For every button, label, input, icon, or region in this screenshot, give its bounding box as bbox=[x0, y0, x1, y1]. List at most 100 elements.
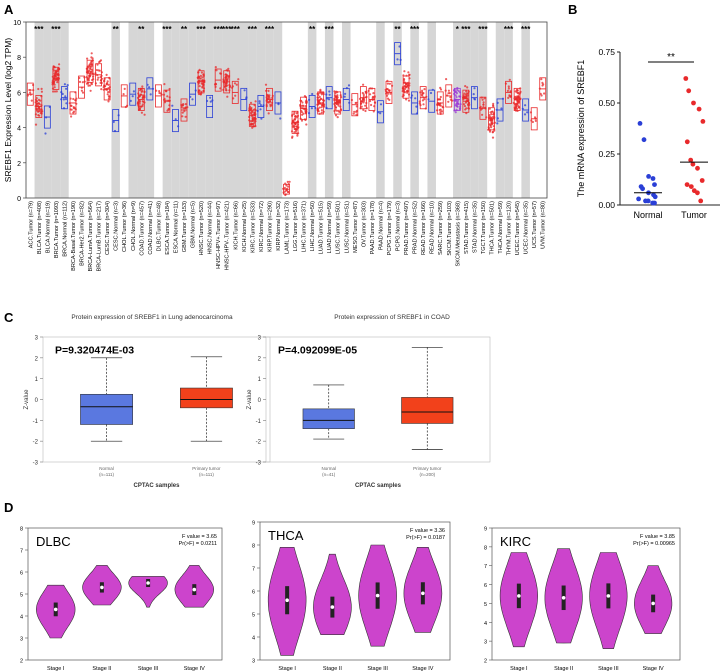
panel-a-point bbox=[344, 92, 347, 95]
panel-a-point bbox=[295, 125, 298, 128]
panel-a-point bbox=[320, 109, 323, 112]
panel-b-point bbox=[637, 121, 643, 126]
panel-c-pvalue: P=9.320474E-03 bbox=[55, 345, 134, 357]
panel-a-category-label: GBM.Tumor (n=153) bbox=[182, 201, 188, 252]
panel-a-point bbox=[439, 108, 442, 111]
panel-d-violin bbox=[313, 553, 352, 635]
panel-a-point bbox=[514, 103, 517, 106]
panel-d-category-label: Stage IV bbox=[643, 666, 664, 672]
panel-d-pvalue: Pr(>F) = 0.00965 bbox=[633, 541, 675, 547]
panel-a-category-label: LUAD.Tumor (n=515) bbox=[319, 201, 325, 255]
panel-a-point bbox=[38, 114, 41, 117]
panel-a-point bbox=[369, 99, 372, 103]
panel-a-point bbox=[89, 89, 92, 92]
panel-d-ytick-label: 7 bbox=[252, 567, 255, 573]
panel-a-point bbox=[408, 73, 411, 77]
panel-a-point bbox=[396, 58, 399, 61]
panel-c-ytick-label: 0 bbox=[258, 398, 262, 404]
panel-a-point bbox=[53, 83, 56, 86]
panel-a-point bbox=[465, 93, 468, 96]
panel-a-point bbox=[54, 69, 58, 72]
panel-c-ytick-label: -3 bbox=[256, 461, 262, 467]
panel-a-point bbox=[30, 99, 33, 102]
panel-a-point bbox=[343, 95, 346, 98]
panel-b-point bbox=[652, 194, 658, 200]
panel-a-point bbox=[158, 91, 161, 95]
panel-c-ylabel: Z-value bbox=[24, 389, 30, 410]
panel-d-fvalue: F value = 3.85 bbox=[640, 534, 675, 540]
panel-a-point bbox=[225, 74, 228, 77]
panel-a-point bbox=[56, 79, 59, 82]
panel-a-category-label: BRCA-Basal.Tumor (n=190) bbox=[71, 201, 77, 271]
panel-a-point bbox=[250, 109, 253, 113]
panel-a-point bbox=[294, 128, 297, 131]
panel-a-point bbox=[168, 87, 171, 91]
panel-a-shade-band bbox=[230, 22, 240, 198]
panel-a-category-label: THYM.Tumor (n=120) bbox=[507, 201, 513, 255]
panel-a-shade-band bbox=[43, 22, 52, 198]
panel-c-pvalue: P=4.092099E-05 bbox=[278, 345, 357, 357]
panel-a-point bbox=[266, 101, 270, 104]
panel-a-point bbox=[96, 78, 99, 81]
panel-a-point bbox=[201, 76, 204, 79]
panel-a-shade-band bbox=[393, 22, 402, 198]
panel-a-point bbox=[89, 73, 92, 76]
panel-a-point bbox=[509, 90, 512, 93]
panel-a-category-label: CESC.Tumor (n=304) bbox=[105, 201, 111, 255]
panel-a-point bbox=[233, 82, 237, 85]
panel-a-shade-band bbox=[504, 22, 513, 198]
panel-a-category-label: HNSC-HPV-.Tumor (n=421) bbox=[225, 201, 231, 270]
panel-a-point bbox=[105, 83, 108, 86]
panel-a-point bbox=[321, 91, 324, 94]
panel-a-point bbox=[508, 94, 511, 97]
panel-a-category-label: STAD.Tumor (n=415) bbox=[464, 201, 470, 254]
panel-a-point bbox=[364, 109, 367, 113]
panel-a-significance: *** bbox=[34, 25, 44, 34]
panel-a-point bbox=[199, 74, 202, 77]
panel-a-category-label: KIRP.Normal (n=32) bbox=[276, 201, 282, 251]
panel-b-point bbox=[696, 106, 702, 112]
panel-d-median-dot bbox=[421, 591, 425, 596]
panel-a-point bbox=[65, 87, 68, 90]
panel-a-point bbox=[482, 106, 485, 109]
panel-c-ytick-label: -2 bbox=[33, 440, 39, 446]
panel-b-point bbox=[690, 161, 696, 167]
panel-b-point bbox=[698, 198, 704, 204]
panel-a-point bbox=[540, 78, 543, 81]
panel-a-point bbox=[293, 131, 296, 134]
panel-c-xlabel: CPTAC samples bbox=[355, 483, 402, 489]
panel-a-point bbox=[55, 90, 58, 93]
panel-a-point bbox=[488, 114, 491, 117]
panel-a-point bbox=[362, 108, 365, 111]
panel-a-significance: *** bbox=[51, 25, 61, 34]
panel-a-point bbox=[319, 89, 322, 92]
panel-a-point bbox=[311, 92, 314, 96]
panel-a-point bbox=[90, 60, 93, 64]
panel-a-point bbox=[507, 96, 510, 99]
panel-a-significance: *** bbox=[222, 25, 232, 34]
panel-d-ytick-label: 9 bbox=[484, 527, 487, 533]
panel-letter-c: C bbox=[4, 310, 14, 325]
panel-b-point bbox=[684, 139, 690, 145]
panel-a-point bbox=[198, 85, 201, 88]
panel-a-point bbox=[463, 95, 466, 98]
panel-a-point bbox=[489, 124, 492, 127]
panel-a-point bbox=[447, 89, 450, 92]
panel-a-point bbox=[58, 63, 61, 66]
panel-a-point bbox=[62, 98, 65, 101]
panel-b-point bbox=[699, 178, 705, 183]
panel-a-point bbox=[336, 116, 339, 119]
panel-a-category-label: COAD.Tumor (n=457) bbox=[139, 201, 145, 256]
panel-a-category-label: ACC.Tumor (n=79) bbox=[28, 201, 34, 248]
panel-a-point bbox=[371, 96, 374, 99]
panel-a-category-label: OV.Tumor (n=303) bbox=[361, 201, 367, 247]
panel-a-category-label: KIRC.Tumor (n=533) bbox=[250, 201, 256, 253]
panel-letter-a: A bbox=[4, 2, 14, 17]
panel-a-point bbox=[320, 106, 323, 109]
panel-a-point bbox=[250, 112, 253, 115]
panel-a-point bbox=[534, 119, 537, 122]
panel-d-ytick-label: 3 bbox=[484, 640, 487, 646]
panel-a-point bbox=[52, 90, 55, 93]
panel-a-category-label: ESCA.Tumor (n=184) bbox=[165, 201, 171, 255]
panel-d-ytick-label: 6 bbox=[252, 590, 255, 596]
